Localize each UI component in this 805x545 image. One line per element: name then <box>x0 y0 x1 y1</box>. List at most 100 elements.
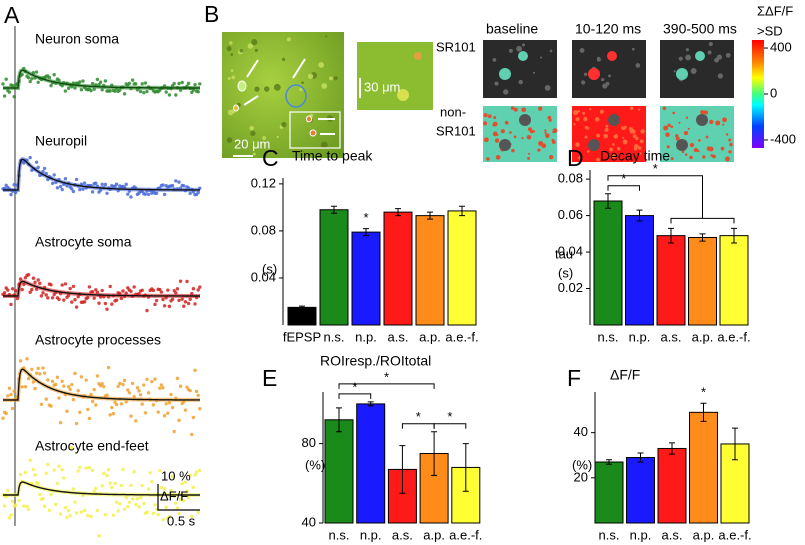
bar <box>351 231 381 326</box>
trace-dot <box>193 368 197 372</box>
trace-dot <box>164 402 168 406</box>
image-spot <box>666 145 670 149</box>
trace-dot <box>41 496 45 501</box>
trace-dot <box>129 289 133 293</box>
image-spot <box>609 147 613 152</box>
trace-dot <box>79 88 84 92</box>
significance-bracket <box>401 423 435 429</box>
error-bar <box>637 452 644 463</box>
image-spot <box>613 134 618 139</box>
image-spot <box>676 68 688 80</box>
image-spot <box>544 131 547 134</box>
trace-dot <box>78 465 82 470</box>
trace-dot <box>62 298 66 302</box>
image-spot <box>509 131 512 134</box>
image-spot <box>286 37 291 42</box>
bar <box>287 306 317 326</box>
trace-dot <box>82 508 87 513</box>
trace-fit <box>3 481 200 496</box>
image-spot <box>226 46 232 52</box>
image-spot <box>527 127 532 132</box>
trace-dot <box>4 77 8 81</box>
image-spot <box>532 71 536 74</box>
trace-dot <box>28 79 32 84</box>
bar <box>719 235 749 326</box>
trace-dot <box>71 189 76 194</box>
image-spot <box>708 42 713 47</box>
trace-dot <box>122 507 127 512</box>
trace-dot <box>122 378 127 383</box>
trace-dot <box>134 502 138 507</box>
trace-dot <box>156 512 160 517</box>
trace-dot <box>57 297 61 302</box>
trace-dot <box>34 70 39 74</box>
trace-dot <box>159 290 164 294</box>
trace-dot <box>70 187 74 191</box>
image-spot <box>605 81 610 86</box>
image-spot <box>675 136 680 141</box>
image-spot <box>599 109 604 114</box>
chart-title: Decay time <box>600 148 670 164</box>
image-spot <box>676 139 688 151</box>
trace-dot <box>129 414 133 418</box>
panel-letter: E <box>262 365 277 391</box>
trace-dot <box>196 510 200 515</box>
trace-dot <box>79 375 84 379</box>
image-spot <box>707 50 712 55</box>
trace-dot <box>146 192 151 197</box>
image-spot <box>720 146 725 151</box>
y-tick-label: 0.08 <box>251 222 276 237</box>
trace-dot <box>108 284 112 289</box>
image-spot <box>254 48 259 52</box>
trace-dot <box>102 384 106 389</box>
trace-dot <box>156 410 160 414</box>
x-tick-label: a.s. <box>392 527 413 542</box>
trace-dot <box>90 190 95 194</box>
trace-dot <box>70 300 74 304</box>
image-spot <box>588 68 600 80</box>
image-spot <box>640 129 645 134</box>
trace-dot <box>102 471 106 476</box>
image-spot <box>252 152 256 156</box>
trace-dot <box>190 432 194 437</box>
trace-dot <box>57 396 61 400</box>
image-spot <box>226 137 233 143</box>
error-bar <box>427 211 433 220</box>
trace-dot <box>46 378 50 382</box>
image-spot <box>581 80 586 85</box>
bar <box>656 235 686 326</box>
trace-dot <box>66 86 71 90</box>
y-tick-label: 0.06 <box>558 207 583 222</box>
trace-dot <box>137 389 141 393</box>
trace-dot <box>175 287 180 291</box>
image-spot <box>494 81 499 86</box>
image-spot <box>494 138 500 143</box>
image-spot <box>622 136 625 139</box>
image-spot <box>710 154 714 157</box>
trace-dot <box>9 192 13 197</box>
trace-dot <box>78 410 82 415</box>
image-spot <box>725 52 731 58</box>
image-spot <box>685 116 689 119</box>
trace-dot <box>166 288 170 292</box>
trace-dot <box>68 286 72 291</box>
trace-dot <box>26 273 31 277</box>
trace-dot <box>132 285 136 289</box>
trace-dot <box>186 496 191 500</box>
image-spot <box>548 118 552 122</box>
bar <box>415 215 445 326</box>
trace-dot <box>25 504 29 509</box>
arrow <box>292 58 306 79</box>
trace-dot <box>145 510 149 514</box>
trace-dot <box>145 308 149 313</box>
bar <box>626 457 655 524</box>
trace-dot <box>94 486 98 491</box>
trace-dot <box>170 405 175 410</box>
y-tick-label: 0.04 <box>558 243 583 258</box>
trace-dot <box>26 376 31 381</box>
trace-dot <box>175 506 180 510</box>
trace-dot <box>44 471 48 476</box>
trace-dot <box>174 93 178 97</box>
trace-dot <box>143 411 148 415</box>
trace-dot <box>92 296 96 300</box>
